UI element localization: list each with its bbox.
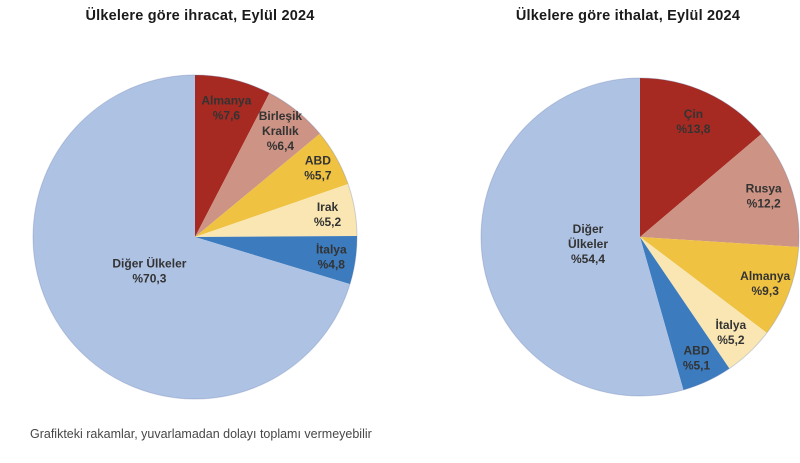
pie-rim bbox=[32, 74, 358, 400]
slice-label: Rusya %12,2 bbox=[746, 181, 782, 210]
footnote: Grafikteki rakamlar, yuvarlamadan dolayı… bbox=[30, 427, 372, 441]
export-chart-title: Ülkelere göre ihracat, Eylül 2024 bbox=[85, 8, 315, 24]
pie-slice-diger-ulkeler bbox=[33, 75, 350, 400]
slice-label: Almanya %7,6 bbox=[201, 93, 251, 122]
export-pie-chart: Ülkelere göre ihracat, Eylül 2024 Almany… bbox=[0, 0, 400, 440]
pie-slice-birlesik-krallik bbox=[195, 93, 320, 238]
import-pie: Çin %13,8 Rusya %12,2 Almanya %9,3 İtalya %5,2A… bbox=[480, 77, 800, 397]
slice-label: Almanya %9,3 bbox=[740, 269, 790, 298]
pie-slice-diger-ulkeler bbox=[480, 78, 684, 396]
pie-slice-almanya bbox=[640, 237, 799, 333]
slice-label: Diğer Ülkeler %54,4 bbox=[568, 222, 608, 266]
pie-slice-almanya bbox=[195, 75, 270, 237]
pie-slice-i̇talya bbox=[195, 235, 358, 285]
import-pie-chart: Ülkelere göre ithalat, Eylül 2024 Çin %13… bbox=[400, 0, 800, 440]
import-chart-title: Ülkelere göre ithalat, Eylül 2024 bbox=[515, 8, 741, 24]
pie-slice-i̇talya bbox=[640, 237, 767, 369]
slice-label: İtalya %4,8 bbox=[316, 241, 347, 271]
slice-label: İtalya %5,2 bbox=[716, 317, 747, 347]
slice-label: ABD %5,1 bbox=[683, 344, 711, 373]
slice-label: Diğer Ülkeler %70,3 bbox=[112, 255, 186, 285]
pie-slice-abd bbox=[195, 133, 349, 237]
pie-rim bbox=[480, 77, 800, 397]
pie-slice-irak bbox=[195, 184, 357, 237]
slice-label: Çin %13,8 bbox=[676, 107, 710, 136]
slice-label: Birleşik Krallık %6,4 bbox=[259, 109, 303, 153]
pie-slice-cin bbox=[640, 78, 762, 237]
pie-slice-rusya bbox=[640, 134, 800, 247]
pie-slice-abd bbox=[640, 237, 730, 390]
slice-label: ABD %5,7 bbox=[304, 153, 332, 182]
slice-label: Irak %5,2 bbox=[314, 200, 342, 229]
